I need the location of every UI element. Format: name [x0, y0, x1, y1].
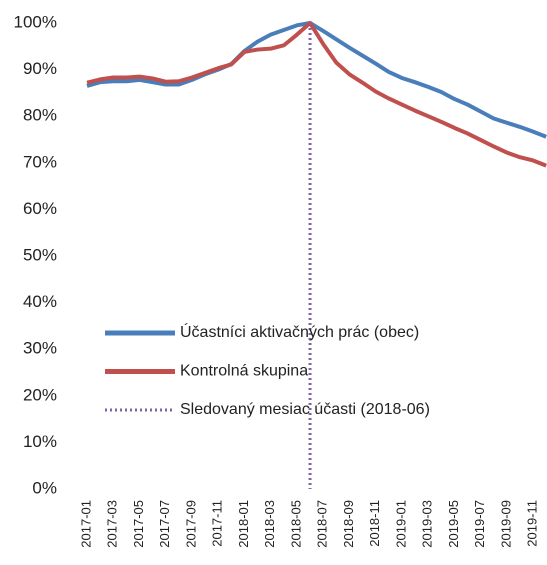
x-tick-label: 2018-01 [236, 500, 251, 548]
series-line [86, 21, 547, 139]
x-tick-label: 2018-11 [367, 500, 382, 547]
x-tick-label: 2019-01 [393, 500, 408, 548]
series-line [86, 21, 547, 168]
x-tick-label: 2019-09 [498, 500, 513, 548]
y-tick-label: 60% [23, 199, 57, 218]
y-tick-label: 0% [32, 478, 57, 497]
x-tick-label: 2018-07 [315, 500, 330, 548]
x-tick-label: 2019-11 [525, 500, 540, 547]
y-tick-label: 10% [23, 432, 57, 451]
x-tick-label: 2018-03 [262, 500, 277, 548]
x-tick-label: 2018-09 [341, 500, 356, 548]
x-tick-label: 2018-05 [288, 500, 303, 548]
x-tick-label: 2017-03 [105, 500, 120, 548]
y-tick-label: 40% [23, 292, 57, 311]
x-tick-label: 2019-03 [420, 500, 435, 548]
y-tick-label: 80% [23, 106, 57, 125]
y-tick-label: 30% [23, 339, 57, 358]
legend-label: Sledovaný mesiac účasti (2018-06) [180, 401, 430, 418]
legend-label: Účastníci aktivačných prác (obec) [180, 322, 419, 341]
x-tick-label: 2017-07 [157, 500, 172, 548]
y-tick-label: 50% [23, 245, 57, 264]
x-tick-label: 2017-11 [210, 500, 225, 547]
x-tick-label: 2019-05 [446, 500, 461, 548]
y-tick-label: 90% [23, 59, 57, 78]
x-tick-label: 2017-01 [78, 500, 93, 548]
x-tick-label: 2019-07 [472, 500, 487, 548]
x-tick-label: 2017-09 [183, 500, 198, 548]
legend-label: Kontrolná skupina [180, 363, 308, 380]
y-tick-label: 20% [23, 385, 57, 404]
y-tick-label: 70% [23, 152, 57, 171]
y-tick-label: 100% [14, 12, 57, 31]
x-tick-label: 2017-05 [131, 500, 146, 548]
